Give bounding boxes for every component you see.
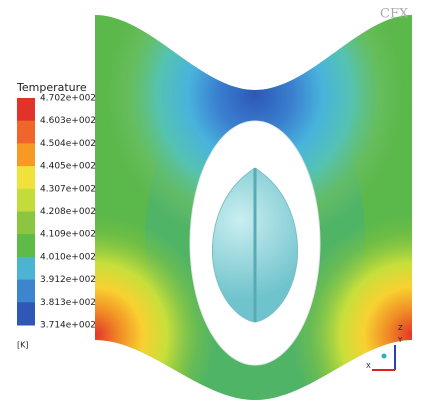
legend-label: 4.010e+002	[40, 252, 96, 262]
legend-label: 4.603e+002	[40, 116, 96, 126]
legend-label: 4.307e+002	[40, 184, 96, 194]
triad-y: Y	[397, 336, 403, 344]
legend-unit: [K]	[17, 341, 29, 350]
legend-band	[17, 166, 35, 189]
legend-label: 4.109e+002	[40, 230, 96, 240]
legend-band	[17, 189, 35, 212]
legend-band	[17, 257, 35, 280]
legend-band	[17, 280, 35, 303]
legend-band	[17, 234, 35, 257]
contour-view: CFX Temperature 4.702e+002 4.603e+002 4.50…	[0, 0, 446, 407]
legend-title: Temperature	[16, 81, 87, 94]
legend-label: 3.714e+002	[40, 321, 96, 331]
triad-z: Z	[398, 324, 403, 332]
legend-band	[17, 212, 35, 235]
legend-band	[17, 143, 35, 166]
legend-label: 4.208e+002	[40, 207, 96, 217]
legend-band	[17, 121, 35, 144]
legend-label: 4.405e+002	[40, 162, 96, 172]
logo: CFX	[380, 7, 409, 22]
legend: 4.702e+002 4.603e+002 4.504e+002 4.405e+002…	[17, 94, 96, 331]
legend-band	[17, 98, 35, 121]
legend-label: 4.504e+002	[40, 139, 96, 149]
legend-label: 4.702e+002	[40, 94, 96, 104]
triad-x: X	[366, 362, 371, 370]
legend-label: 3.912e+002	[40, 275, 96, 285]
legend-band	[17, 302, 35, 325]
legend-label: 3.813e+002	[40, 298, 96, 308]
